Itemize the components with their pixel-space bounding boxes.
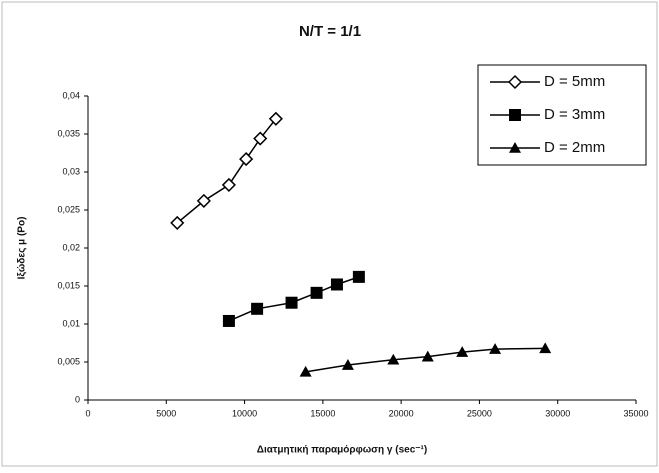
data-point xyxy=(456,346,469,357)
data-point xyxy=(489,343,502,354)
y-tick-label: 0,015 xyxy=(57,280,80,290)
x-tick-label: 0 xyxy=(85,408,90,418)
data-point xyxy=(251,302,264,315)
y-tick-label: 0,02 xyxy=(62,242,80,252)
legend-label: D = 2mm xyxy=(544,139,605,156)
y-tick-label: 0,03 xyxy=(62,166,80,176)
data-point xyxy=(387,353,400,365)
y-tick-label: 0 xyxy=(75,394,80,404)
data-point xyxy=(352,270,365,283)
x-tick-label: 20000 xyxy=(389,408,414,418)
y-tick-label: 0,025 xyxy=(57,204,80,214)
x-tick-label: 35000 xyxy=(623,408,648,418)
y-tick-label: 0,035 xyxy=(57,128,80,138)
data-point xyxy=(268,111,283,126)
legend-marker xyxy=(507,74,523,90)
legend-marker xyxy=(509,109,521,121)
x-tick-label: 5000 xyxy=(156,408,176,418)
data-point xyxy=(196,193,211,208)
data-point xyxy=(421,350,434,362)
y-tick-label: 0,04 xyxy=(62,90,80,100)
y-axis-label: Ιξώδες μ (Po) xyxy=(17,217,28,280)
x-tick-label: 10000 xyxy=(232,408,257,418)
data-point xyxy=(285,296,298,309)
data-point xyxy=(310,286,323,299)
data-point xyxy=(341,359,354,370)
data-point xyxy=(239,152,254,167)
chart-title: N/T = 1/1 xyxy=(299,23,361,40)
legend-marker xyxy=(509,142,521,153)
legend-label: D = 3mm xyxy=(544,106,605,123)
data-point xyxy=(170,215,185,230)
x-tick-label: 15000 xyxy=(310,408,335,418)
data-point xyxy=(299,365,312,377)
legend-label: D = 5mm xyxy=(544,73,605,90)
x-axis-label: Διατμητική παραμόρφωση γ (sec⁻¹) xyxy=(257,445,427,456)
y-tick-label: 0,01 xyxy=(62,318,80,328)
data-point xyxy=(253,131,268,146)
data-point xyxy=(222,314,235,327)
x-tick-label: 30000 xyxy=(545,408,570,418)
data-point xyxy=(330,278,343,291)
data-point xyxy=(221,177,236,192)
data-point xyxy=(539,342,552,354)
y-tick-label: 0,005 xyxy=(57,356,80,366)
x-tick-label: 25000 xyxy=(467,408,492,418)
